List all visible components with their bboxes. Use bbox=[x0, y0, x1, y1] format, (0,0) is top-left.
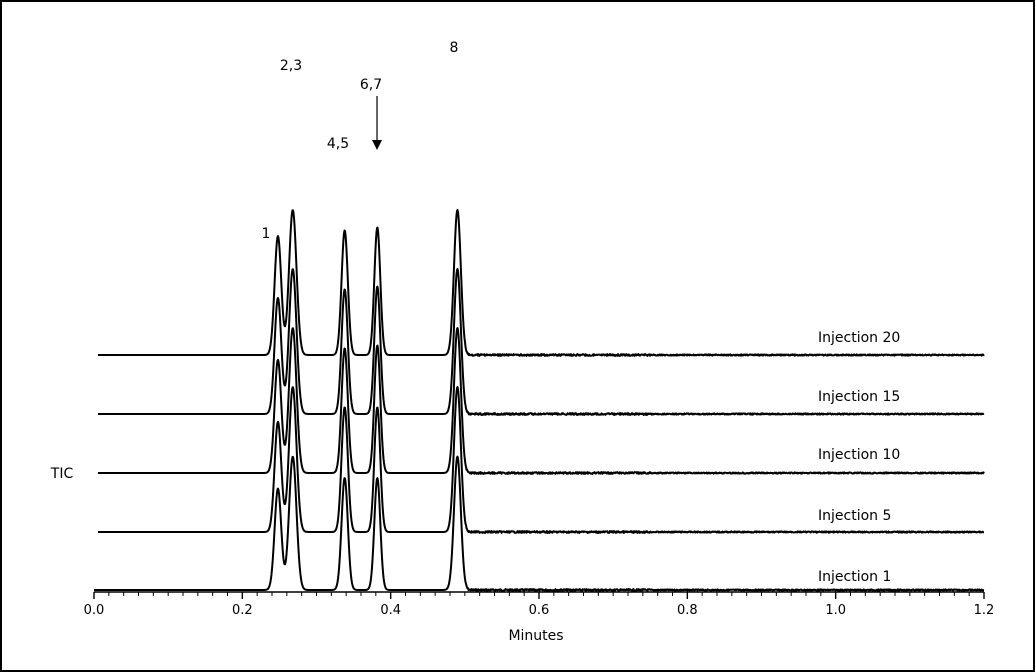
x-tick-label: 1.0 bbox=[825, 603, 846, 618]
x-axis-label: Minutes bbox=[508, 628, 563, 644]
series-label: Injection 1 bbox=[818, 569, 891, 585]
series-label: Injection 20 bbox=[818, 330, 900, 346]
x-tick-label: 0.8 bbox=[677, 603, 698, 618]
x-tick-label: 0.2 bbox=[232, 603, 253, 618]
series-labels-group: Injection 1 Injection 5 Injection 10 Inject… bbox=[818, 330, 900, 585]
series-label: Injection 15 bbox=[818, 389, 900, 405]
peak-labels-group: 1 2,3 4,5 6,7 8 bbox=[262, 40, 459, 242]
x-tick-label: 0.4 bbox=[380, 603, 401, 618]
series-label: Injection 5 bbox=[818, 508, 891, 524]
x-axis: 0.0 0.2 0.4 0.6 0.8 1.0 1.2 bbox=[84, 591, 995, 618]
x-tick-label: 0.0 bbox=[84, 603, 105, 618]
x-tick-label: 0.6 bbox=[529, 603, 550, 618]
peak-label: 4,5 bbox=[327, 136, 349, 152]
series-label: Injection 10 bbox=[818, 447, 900, 463]
series-line bbox=[97, 268, 985, 416]
series-line bbox=[97, 209, 985, 357]
series-line bbox=[93, 455, 985, 592]
arrow-head bbox=[372, 140, 382, 150]
peak-label: 2,3 bbox=[280, 58, 302, 74]
peak-label: 8 bbox=[450, 40, 459, 56]
peak-label: 6,7 bbox=[360, 77, 382, 93]
series-line bbox=[97, 327, 985, 475]
peak-label: 1 bbox=[262, 226, 271, 242]
peak-arrow bbox=[372, 96, 382, 150]
traces-group bbox=[93, 209, 985, 592]
y-axis-label: TIC bbox=[50, 466, 74, 482]
x-axis-ticks: 0.0 0.2 0.4 0.6 0.8 1.0 1.2 bbox=[84, 592, 995, 618]
series-line bbox=[97, 386, 985, 534]
x-tick-label: 1.2 bbox=[974, 603, 995, 618]
